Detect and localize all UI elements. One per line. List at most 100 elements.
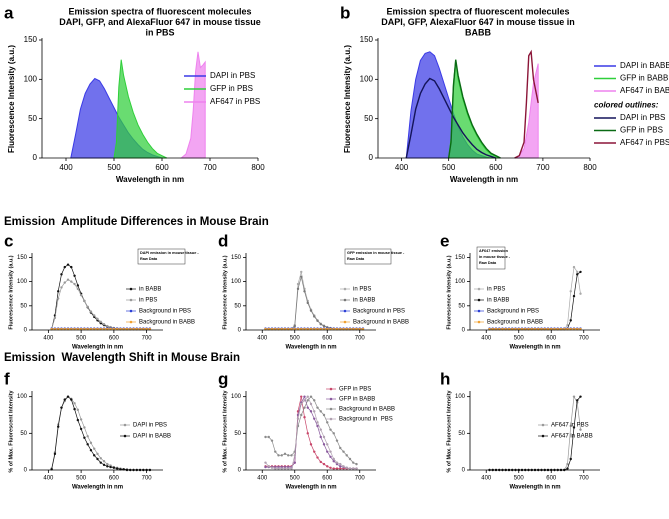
x-tick-label: 400 [59,163,73,172]
legend-label: in BABB [487,298,509,304]
legend-marker [343,298,347,302]
x-tick-label: 800 [251,163,265,172]
legend-marker [123,434,127,438]
data-point [300,395,303,398]
data-point [313,399,316,402]
line [265,276,363,330]
data-point [322,324,326,328]
section-heading: Emission Wavelength Shift in Mouse Brain [4,352,240,364]
legend-marker [329,387,333,391]
y-tick-label: 50 [234,431,241,437]
data-point [300,402,303,406]
data-point [99,457,102,460]
legend-marker [541,423,545,427]
x-tick-label: 500 [290,336,301,342]
data-point [326,421,329,424]
data-point [313,450,316,453]
legend-marker [129,298,133,302]
data-point [348,467,352,470]
legend-label: AF647 in BABB [620,86,669,95]
legend-label: GFP in PBS [210,84,253,93]
data-point [309,443,313,446]
legend-label: DAPI in PBS [620,113,665,122]
x-tick-label: 700 [579,476,590,482]
y-tick-label: 0 [462,468,466,474]
data-point [313,410,316,413]
panel-letter: d [218,231,228,250]
x-tick-label: 400 [257,336,268,342]
y-tick-label: 0 [33,153,38,162]
data-point [303,290,306,293]
data-point [60,406,63,409]
data-point [93,454,96,457]
data-point [57,425,60,428]
data-point [306,432,309,435]
panel-letter: h [440,369,450,388]
area [179,51,206,159]
data-point [63,398,66,401]
annotation-box [137,248,186,265]
data-point [70,265,73,269]
data-point [53,316,57,320]
y-tick-label: 0 [369,153,374,162]
legend-label: Background in PBS [487,309,539,315]
x-axis-label: Wavelength in nm [72,485,123,491]
data-point [79,427,83,431]
x-tick-label: 500 [514,336,525,342]
data-point [76,408,80,412]
y-tick-label: 150 [24,35,38,44]
data-point [287,454,290,457]
section-heading: Emission Amplitude Differences in Mouse … [4,216,269,228]
x-tick-label: 400 [481,336,492,342]
data-point [287,467,290,470]
legend-label: Background in PBS [339,417,393,423]
y-tick-label: 100 [231,279,242,285]
legend-subtitle: colored outlines: [594,101,659,110]
y-axis-label: Fluorescence Intensity (a.u.) [222,255,228,329]
annotation-box [476,246,506,270]
x-tick-label: 500 [76,336,87,342]
y-tick-label: 150 [455,255,466,261]
annotation: AF647 emission [479,249,509,253]
x-tick-label: 500 [107,163,121,172]
data-point [73,274,76,278]
data-point [335,467,339,470]
line [405,77,496,159]
x-tick-label: 400 [395,163,409,172]
data-point [73,402,76,405]
y-tick-label: 100 [455,279,466,285]
y-axis-label: Fluorescence Intensity (a.u.) [446,255,452,329]
x-tick-label: 600 [322,476,333,482]
y-tick-label: 150 [231,255,242,261]
data-point [326,450,329,453]
data-point [79,418,83,421]
legend-label: Background in BABB [139,320,195,326]
data-point [342,465,345,468]
data-point [270,466,274,469]
data-point [339,446,342,450]
legend-marker [541,434,545,438]
panel-letter: a [4,3,14,22]
panel-letter: e [440,231,449,250]
y-tick-label: 100 [17,279,28,285]
y-tick-label: 100 [231,394,242,400]
data-point [322,443,326,446]
data-point [306,406,309,409]
data-point [319,428,322,431]
data-point [576,270,579,274]
y-tick-label: 50 [28,114,37,123]
x-axis-label: Wavelength in nm [72,345,123,351]
legend-marker [343,287,347,291]
data-point [293,454,296,457]
y-tick-label: 0 [238,468,242,474]
legend-label: DAPI in PBS [133,423,167,429]
legend-label: Background in PBS [139,309,191,315]
data-point [115,467,119,470]
data-point [303,416,306,419]
y-tick-label: 50 [234,303,241,309]
data-point [53,452,57,456]
data-point [355,467,358,470]
data-point [83,426,86,429]
x-tick-label: 700 [536,163,550,172]
